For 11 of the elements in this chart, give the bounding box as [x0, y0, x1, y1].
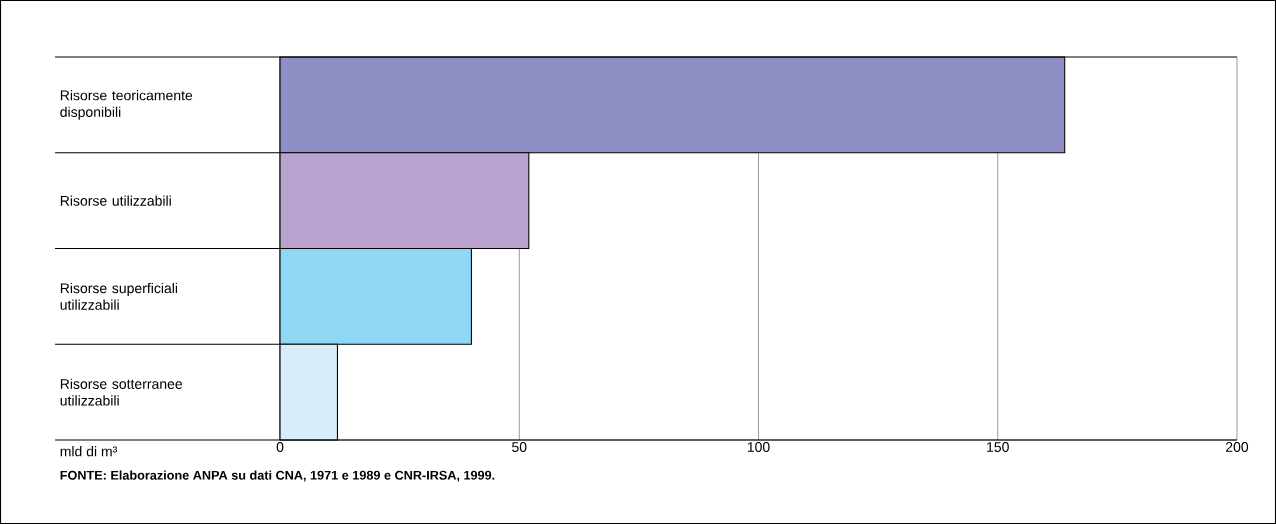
- y-tick-label: Risorse sotterranee utilizzabili: [60, 378, 183, 406]
- x-tick-label: 50: [512, 442, 527, 452]
- x-tick-label: 200: [1226, 442, 1249, 452]
- x-axis-title: mld di m³: [60, 446, 118, 457]
- x-tick-label: 0: [276, 442, 284, 452]
- x-tick-label: 150: [987, 442, 1009, 452]
- source-note: FONTE: Elaborazione ANPA su dati CNA, 1971 e 1989 e CNR-IRSA, 1999.: [60, 470, 495, 482]
- y-tick-label: Risorse utilizzabili: [60, 195, 171, 206]
- y-tick-label: Risorse teoricamente disponibili: [60, 90, 193, 120]
- x-tick-label: 100: [747, 442, 770, 452]
- y-tick-label: Risorse superficiali utilizzabili: [60, 282, 178, 310]
